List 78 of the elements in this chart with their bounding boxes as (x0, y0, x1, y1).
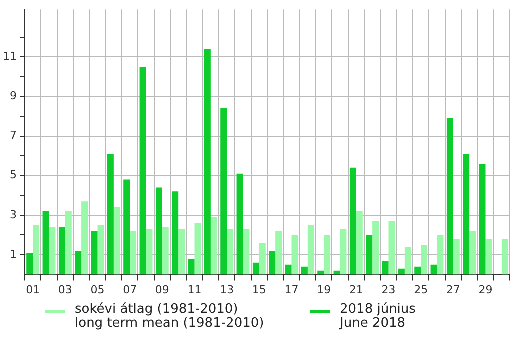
bar (340, 229, 347, 275)
x-tick-label: 11 (188, 283, 202, 296)
bar (204, 49, 211, 275)
y-tick-label: 3 (10, 208, 17, 222)
bar (58, 227, 66, 275)
legend-label: sokévi átlag (1981-2010) long term mean (1981-2010) (75, 302, 264, 331)
bar (146, 229, 153, 275)
bar (227, 229, 234, 275)
x-tick-label: 23 (382, 283, 396, 296)
bar (446, 118, 454, 275)
y-tick-label: 11 (2, 50, 17, 63)
bar (324, 235, 331, 275)
x-tick-label: 25 (414, 283, 428, 296)
bar (172, 192, 179, 275)
bar (236, 174, 244, 275)
x-tick-label: 09 (155, 283, 170, 296)
bar (269, 251, 276, 275)
bar (188, 258, 195, 275)
bar (276, 231, 282, 275)
bar (114, 208, 120, 275)
x-tick-label: 29 (478, 283, 493, 296)
x-tick-label: 15 (252, 283, 266, 296)
y-tick-label: 7 (10, 129, 17, 142)
y-tick-label: 5 (10, 168, 17, 182)
bar (75, 251, 82, 275)
y-tick-label: 9 (10, 90, 17, 103)
bar (366, 235, 373, 275)
x-tick-label: 21 (349, 283, 364, 296)
x-tick-label: 07 (123, 283, 138, 296)
bar (398, 268, 405, 275)
x-tick-label: 03 (58, 283, 72, 296)
bar (220, 108, 228, 275)
bar (124, 180, 130, 275)
x-tick-label: 13 (220, 283, 234, 296)
bar (33, 225, 40, 275)
bar (162, 227, 169, 275)
x-tick-label: 05 (90, 283, 105, 296)
bar (107, 154, 114, 275)
bar (470, 231, 476, 275)
bar (252, 262, 260, 275)
x-tick-label: 27 (446, 283, 460, 296)
bar (356, 211, 363, 275)
bar (463, 154, 470, 275)
legend-label: 2018 június June 2018 (340, 302, 416, 331)
bar (26, 253, 34, 275)
y-tick-label: 1 (10, 248, 17, 261)
bar (308, 225, 314, 275)
bar (382, 260, 389, 275)
bar (140, 66, 146, 275)
bar (49, 227, 56, 275)
bar (210, 217, 218, 275)
bar (502, 239, 508, 275)
bar (42, 211, 50, 275)
bar (91, 231, 98, 275)
bar (156, 188, 162, 275)
bar (82, 202, 88, 275)
bar (259, 243, 266, 275)
bar (178, 229, 186, 275)
bar (437, 235, 444, 275)
bar (479, 164, 486, 275)
bar (301, 266, 308, 275)
bar (130, 231, 137, 275)
bar (98, 225, 104, 275)
bar (404, 247, 412, 275)
bar (421, 245, 428, 275)
bar (372, 221, 380, 275)
bar (65, 211, 72, 275)
x-tick-label: 17 (284, 283, 299, 296)
bar (292, 235, 298, 275)
x-tick-label: 19 (317, 283, 332, 296)
bar (194, 223, 202, 275)
bar (243, 229, 250, 275)
x-tick-label: 01 (26, 283, 40, 296)
bar (486, 239, 492, 275)
bar (350, 168, 356, 275)
bar (453, 239, 460, 275)
bar (414, 266, 422, 275)
bar (388, 221, 396, 275)
